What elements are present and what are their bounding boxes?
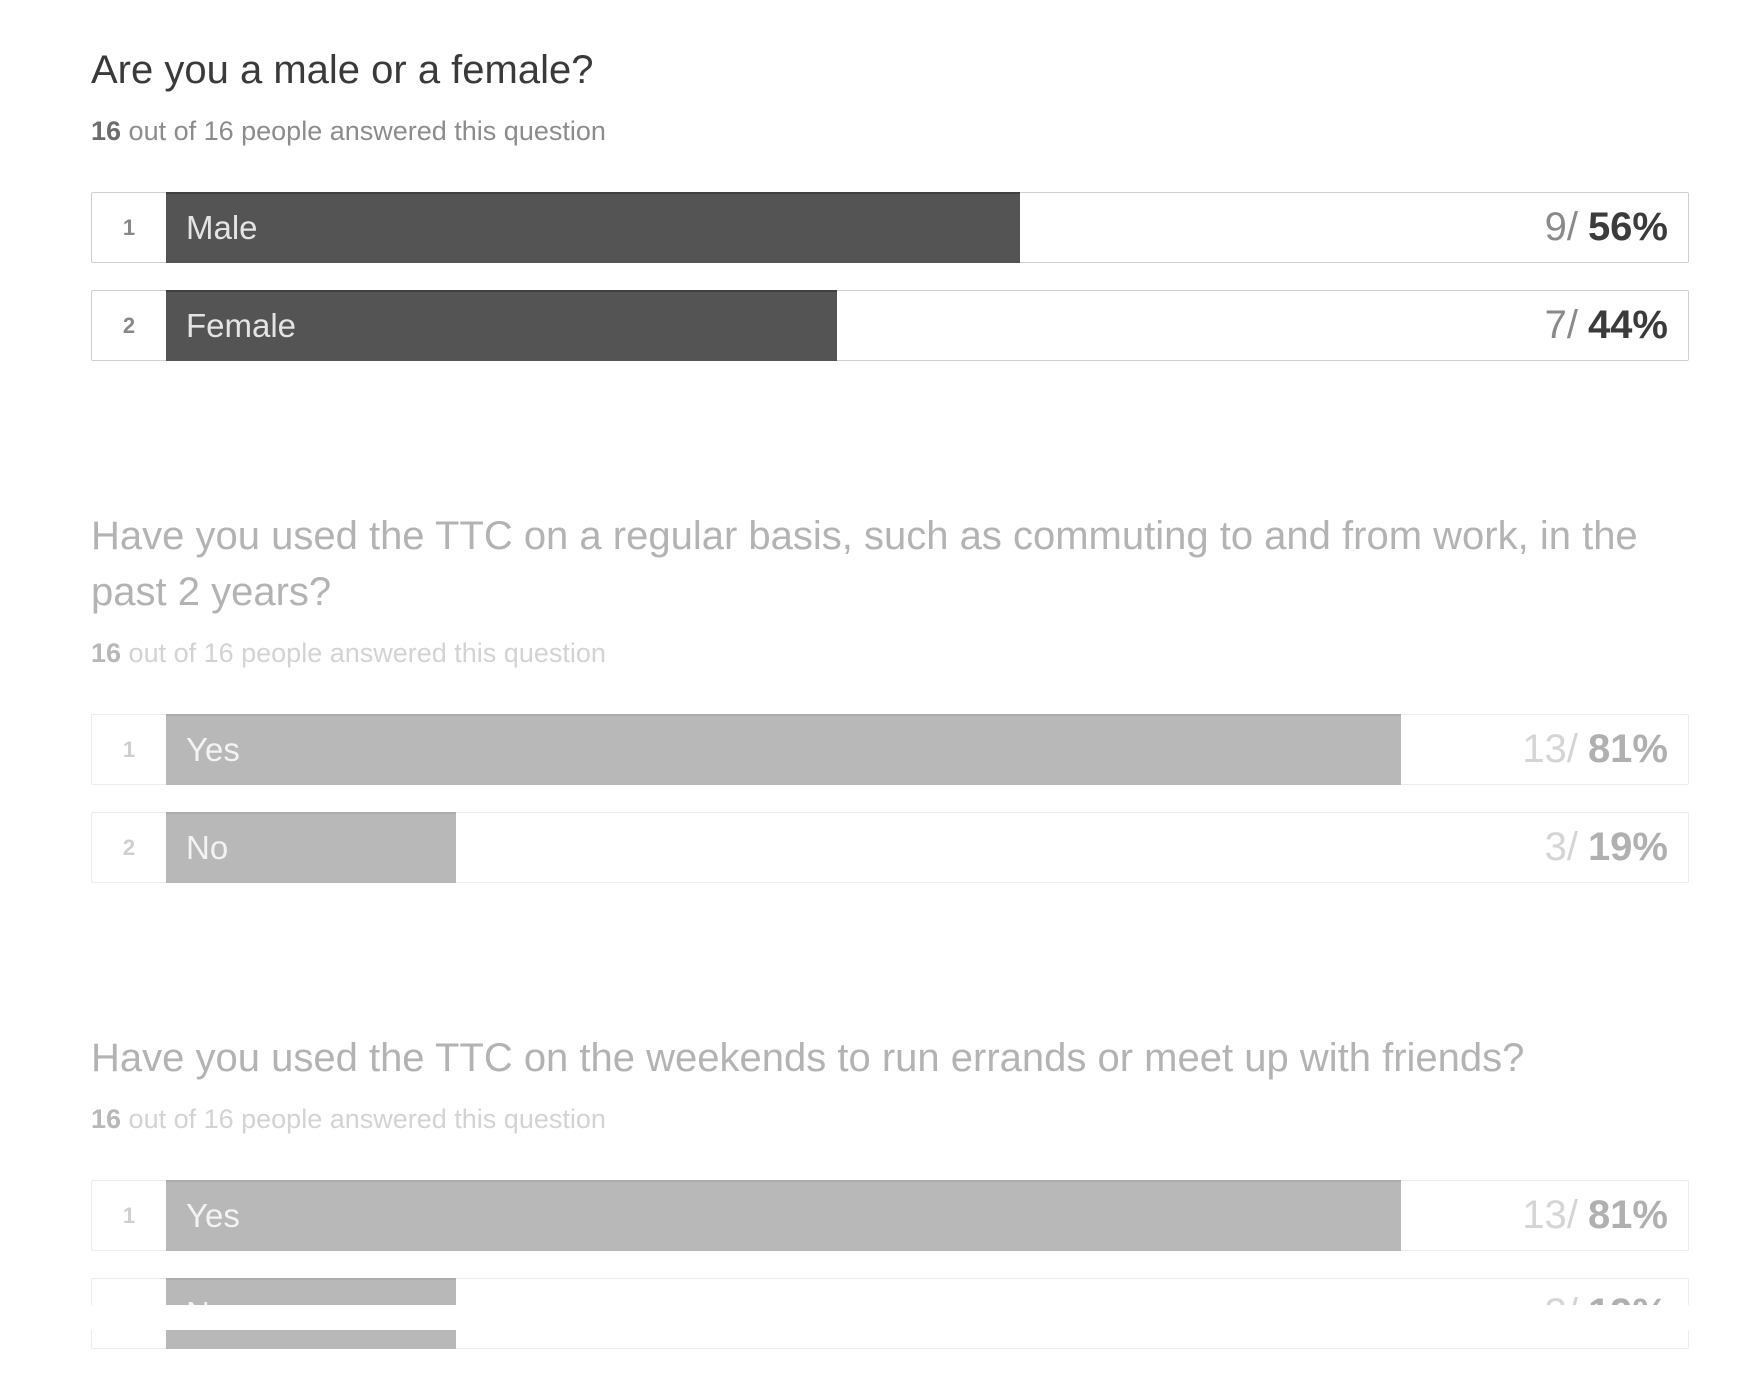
answer-list: 1 Yes 13 /81% 2 No 3 /19% [91, 714, 1691, 883]
answer-sep: / [1566, 303, 1578, 347]
answer-label: Yes [186, 730, 240, 768]
question-title: Have you used the TTC on the weekends to… [91, 1036, 1525, 1080]
answer-row-female[interactable]: 2 Female 7 /44% [91, 290, 1689, 361]
answer-stat: 3 /19% [1545, 813, 1668, 882]
answer-number: 1 [122, 214, 136, 240]
answer-stat: 9 /56% [1545, 193, 1668, 262]
answer-percent: 44% [1587, 303, 1668, 347]
question-title: Are you a male or a female? [91, 48, 594, 92]
answer-percent: 81% [1587, 1193, 1668, 1237]
answer-label: Male [186, 208, 258, 246]
answer-count: 9 [1544, 205, 1567, 249]
answered-text: out of 16 people answered this question [121, 116, 606, 146]
answered-count: 16 [91, 1104, 122, 1134]
answered-text: out of 16 people answered this question [121, 638, 606, 668]
answered-count: 16 [91, 638, 122, 668]
answer-number: 1 [122, 736, 136, 762]
answer-bar [166, 192, 1020, 263]
answer-row-no[interactable]: 2 No 3 /19% [91, 812, 1689, 883]
answer-percent: 81% [1587, 727, 1668, 771]
answer-number: 2 [122, 312, 136, 338]
answer-count: 13 [1522, 727, 1567, 771]
answer-stat: 13 /81% [1522, 715, 1668, 784]
answer-list: 1 Male 9 /56% 2 Female 7 /44% [91, 192, 1691, 361]
answer-label: No [186, 828, 229, 866]
answer-sep: / [1566, 1193, 1578, 1237]
answer-count: 3 [1544, 825, 1567, 869]
answer-bar [166, 1180, 1401, 1251]
question-title: Have you used the TTC on a regular basis… [91, 514, 1638, 614]
answer-stat: 13 /81% [1522, 1181, 1668, 1250]
answered-text: out of 16 people answered this question [121, 1104, 606, 1134]
answer-row-yes[interactable]: 1 Yes 13 /81% [91, 1180, 1689, 1251]
answer-row-yes[interactable]: 1 Yes 13 /81% [91, 714, 1689, 785]
answer-label: Female [186, 306, 297, 344]
viewport-cutoff [0, 1305, 1756, 1330]
answer-number: 1 [122, 1202, 136, 1228]
answered-summary: 16 out of 16 people answered this questi… [91, 1102, 1691, 1136]
answer-bar [166, 714, 1401, 785]
answer-percent: 19% [1587, 825, 1668, 869]
answer-bar [166, 812, 456, 883]
answer-count: 7 [1544, 303, 1567, 347]
answer-stat: 7 /44% [1545, 291, 1668, 360]
answer-percent: 56% [1587, 205, 1668, 249]
question-gender: Are you a male or a female? 16 out of 16… [91, 42, 1691, 388]
answer-sep: / [1566, 727, 1578, 771]
answered-count: 16 [91, 116, 122, 146]
answered-summary: 16 out of 16 people answered this questi… [91, 636, 1691, 670]
answer-number: 2 [122, 834, 136, 860]
answer-count: 13 [1522, 1193, 1567, 1237]
answer-label: Yes [186, 1196, 240, 1234]
answer-bar [166, 290, 837, 361]
question-weekend-ttc: Have you used the TTC on the weekends to… [91, 1030, 1691, 1376]
answer-sep: / [1566, 825, 1578, 869]
question-regular-ttc: Have you used the TTC on a regular basis… [91, 508, 1691, 910]
answered-summary: 16 out of 16 people answered this questi… [91, 114, 1691, 148]
answer-row-male[interactable]: 1 Male 9 /56% [91, 192, 1689, 263]
answer-sep: / [1566, 205, 1578, 249]
